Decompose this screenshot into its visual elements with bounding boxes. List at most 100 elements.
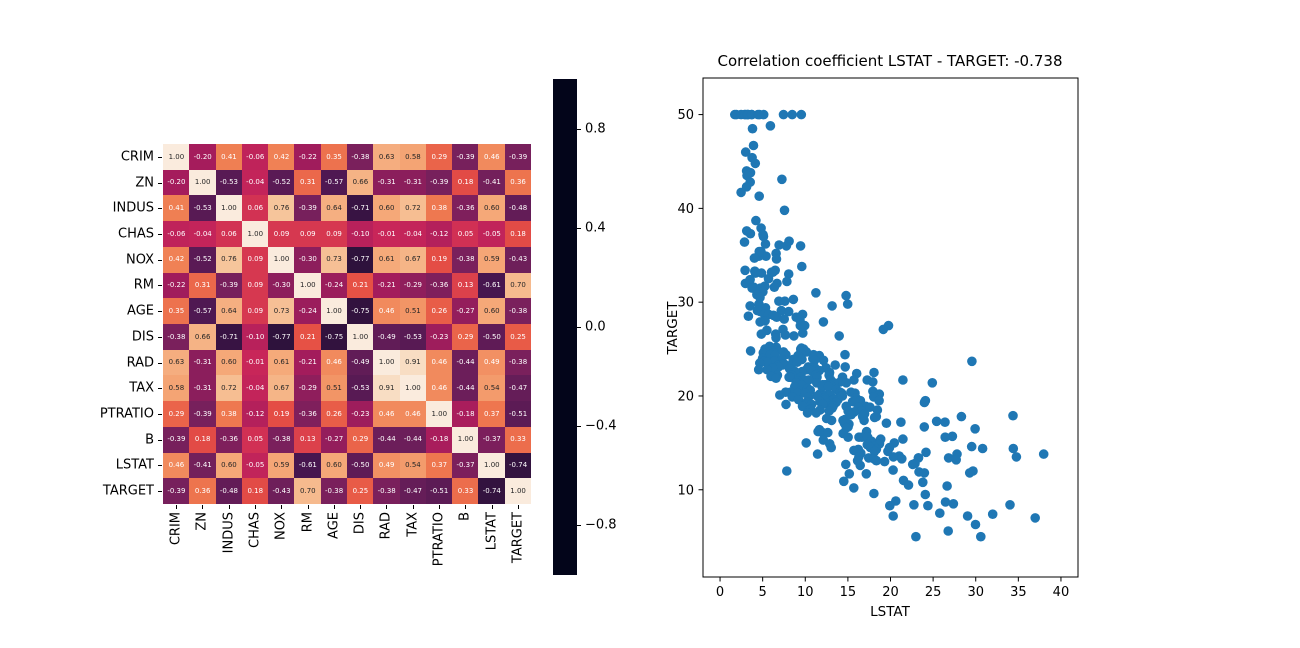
heatmap-cell-chas-ptratio: -0.12 <box>425 221 453 248</box>
heatmap-cell-b-target: 0.33 <box>504 426 532 454</box>
scatter-point <box>898 434 908 444</box>
scatter-point <box>907 459 918 470</box>
scatter-point <box>920 489 931 500</box>
heatmap-y-tick <box>158 439 162 441</box>
scatter-ylabel: TARGET <box>665 301 681 356</box>
x-axis-tick-label-20: 20 <box>882 585 899 600</box>
scatter-point <box>827 301 837 311</box>
heatmap-cell-rm-indus: -0.39 <box>215 272 243 299</box>
heatmap-cell-age-zn: -0.57 <box>189 298 217 325</box>
heatmap-cell-age-b: -0.27 <box>452 298 479 325</box>
heatmap-cell-dis-tax: -0.53 <box>399 324 427 351</box>
scatter-point <box>750 158 761 169</box>
heatmap-cell-rad-target: -0.38 <box>504 349 532 376</box>
heatmap-cell-nox-crim: 0.42 <box>163 246 190 274</box>
scatter-point <box>871 455 882 466</box>
heatmap-y-tick <box>158 156 162 158</box>
scatter-point <box>801 438 811 448</box>
heatmap-row-label-lstat: LSTAT <box>115 457 154 473</box>
heatmap-cell-indus-crim: 0.41 <box>163 195 190 222</box>
scatter-point <box>943 526 953 536</box>
scatter-point <box>869 412 880 423</box>
heatmap-cell-rm-crim: -0.22 <box>163 272 190 299</box>
heatmap-cell-nox-indus: 0.76 <box>215 246 243 274</box>
scatter-point <box>943 453 954 463</box>
scatter-point <box>771 254 782 264</box>
scatter-point <box>778 109 789 120</box>
heatmap-cell-lstat-chas: -0.05 <box>241 452 269 479</box>
scatter-point <box>921 447 931 458</box>
heatmap-cell-nox-dis: -0.77 <box>347 246 374 274</box>
heatmap-cell-b-zn: 0.18 <box>189 426 217 454</box>
scatter-point <box>1030 513 1040 523</box>
scatter-point <box>1005 500 1015 510</box>
scatter-point <box>885 500 895 511</box>
scatter-point <box>809 355 820 366</box>
heatmap-cell-tax-age: 0.51 <box>320 375 348 402</box>
scatter-point <box>839 476 849 487</box>
scatter-point <box>849 375 859 385</box>
scatter-point <box>747 283 757 293</box>
heatmap-cell-rm-rm: 1.00 <box>294 272 322 299</box>
scatter-point <box>818 317 829 327</box>
heatmap-x-tick <box>202 505 204 509</box>
scatter-point <box>798 328 808 338</box>
heatmap-cell-indus-rad: 0.60 <box>373 195 401 222</box>
heatmap-y-tick <box>158 259 162 261</box>
x-axis-tick-label-25: 25 <box>925 585 942 600</box>
scatter-point <box>803 375 814 385</box>
heatmap-cell-lstat-crim: 0.46 <box>163 452 190 479</box>
heatmap-cell-b-tax: -0.44 <box>399 426 427 454</box>
heatmap-cell-tax-chas: -0.04 <box>241 375 269 402</box>
heatmap-cell-rm-ptratio: -0.36 <box>425 272 453 299</box>
colorbar-tick-label-0.4: 0.4 <box>585 220 606 236</box>
heatmap-cell-zn-crim: -0.20 <box>163 169 190 196</box>
scatter-point <box>940 432 950 443</box>
scatter-point <box>783 306 794 317</box>
heatmap-cell-dis-age: -0.75 <box>320 324 348 351</box>
heatmap-cell-dis-nox: -0.77 <box>268 324 295 351</box>
heatmap-cell-rad-crim: 0.63 <box>163 349 190 376</box>
heatmap-cell-lstat-rm: -0.61 <box>294 452 322 479</box>
heatmap-cell-tax-crim: 0.58 <box>163 375 190 402</box>
heatmap-cell-crim-rad: 0.63 <box>373 144 401 171</box>
scatter-point <box>779 205 790 216</box>
scatter-point <box>753 364 764 375</box>
heatmap-cell-chas-lstat: -0.05 <box>478 221 506 248</box>
scatter-point <box>865 402 875 413</box>
heatmap-cell-b-rm: 0.13 <box>294 426 322 454</box>
heatmap-cell-rm-rad: -0.21 <box>373 272 401 299</box>
scatter-point <box>771 373 781 384</box>
heatmap-cell-target-nox: -0.43 <box>268 478 295 505</box>
heatmap-cell-dis-crim: -0.38 <box>163 324 190 351</box>
heatmap-cell-rm-nox: -0.30 <box>268 272 295 299</box>
heatmap-row-label-age: AGE <box>127 303 154 319</box>
heatmap-cell-rm-lstat: -0.61 <box>478 272 506 299</box>
scatter-point <box>977 443 988 454</box>
scatter-point <box>964 468 975 478</box>
heatmap-row-label-zn: ZN <box>135 175 154 191</box>
heatmap-cell-chas-dis: -0.10 <box>347 221 374 248</box>
heatmap-y-tick <box>158 414 162 415</box>
heatmap-cell-lstat-dis: -0.50 <box>347 452 374 479</box>
heatmap-cell-crim-b: -0.39 <box>452 144 479 171</box>
scatter-point <box>765 121 776 131</box>
heatmap-cell-age-lstat: 0.60 <box>478 298 506 325</box>
scatter-point <box>868 377 878 387</box>
heatmap-cell-rad-ptratio: 0.46 <box>425 349 453 376</box>
scatter-point <box>911 531 921 542</box>
heatmap-cell-chas-age: 0.09 <box>320 221 348 248</box>
scatter-point <box>919 468 930 478</box>
heatmap-cell-ptratio-crim: 0.29 <box>163 401 190 428</box>
heatmap-cell-ptratio-indus: 0.38 <box>215 401 243 428</box>
heatmap-cell-target-ptratio: -0.51 <box>425 478 453 505</box>
heatmap-cell-crim-nox: 0.42 <box>268 144 295 171</box>
scatter-point <box>797 261 807 272</box>
x-axis-tick-label-30: 30 <box>967 585 984 600</box>
x-axis-tick-label-15: 15 <box>840 585 857 600</box>
heatmap-cell-chas-chas: 1.00 <box>241 221 269 248</box>
scatter-point <box>811 408 821 418</box>
scatter-point <box>903 480 914 490</box>
scatter-point <box>739 237 750 247</box>
heatmap-cell-target-dis: 0.25 <box>347 478 374 505</box>
